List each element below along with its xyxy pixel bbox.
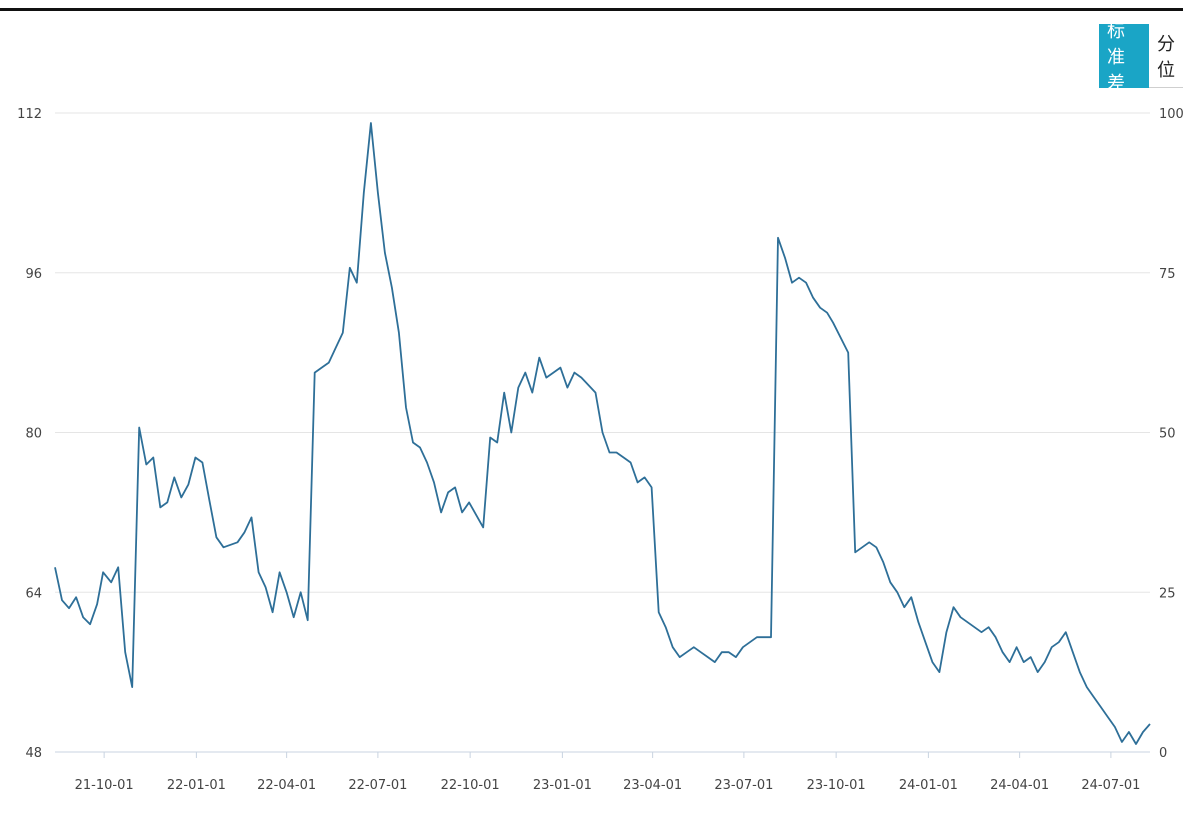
y2-tick-label: 25: [1159, 586, 1176, 601]
x-tick-label: 24-01-01: [899, 778, 958, 793]
y2-tick-label: 50: [1159, 427, 1176, 442]
x-tick-label: 22-01-01: [167, 778, 226, 793]
x-tick-label: 23-07-01: [714, 778, 773, 793]
series-group: [54, 122, 1151, 745]
y-axis-right: 0 25 50 75 100: [1159, 107, 1183, 761]
series-line: [54, 122, 1151, 745]
x-tick-label: 22-04-01: [257, 778, 316, 793]
tab-bar: 标准差 分位: [1099, 21, 1183, 94]
grid-lines: [55, 112, 1150, 753]
x-tick-label: 23-01-01: [533, 778, 592, 793]
y-axis-left: 48 64 80 96 112: [17, 107, 42, 761]
x-tick-label: 22-07-01: [348, 778, 407, 793]
y-tick-label: 48: [25, 746, 42, 761]
y2-tick-label: 0: [1159, 746, 1167, 761]
y-tick-label: 80: [25, 427, 42, 442]
tab-percentile[interactable]: 分位: [1149, 24, 1183, 88]
x-tick-label: 24-07-01: [1081, 778, 1140, 793]
y-tick-label: 96: [25, 267, 42, 282]
top-rule: [0, 8, 1183, 11]
y2-tick-label: 75: [1159, 267, 1176, 282]
x-axis: 21-10-01 22-01-01 22-04-01 22-07-01 22-10-01…: [75, 752, 1140, 793]
x-tick-label: 22-10-01: [441, 778, 500, 793]
x-tick-label: 21-10-01: [75, 778, 134, 793]
y-tick-label: 112: [17, 107, 42, 122]
x-tick-label: 24-04-01: [990, 778, 1049, 793]
x-tick-label: 23-04-01: [623, 778, 682, 793]
tab-std-dev[interactable]: 标准差: [1099, 21, 1149, 94]
x-tick-label: 23-10-01: [807, 778, 866, 793]
y2-tick-label: 100: [1159, 107, 1183, 122]
y-tick-label: 64: [25, 586, 42, 601]
